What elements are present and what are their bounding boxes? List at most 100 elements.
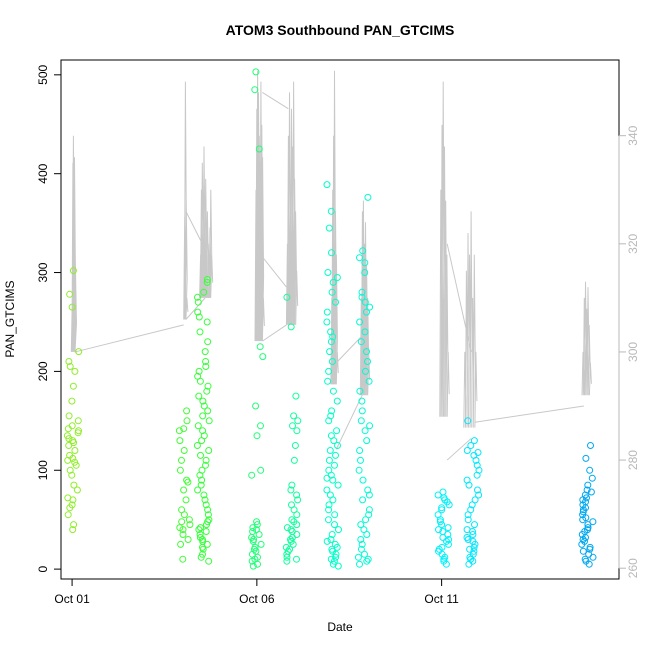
data-point xyxy=(323,181,331,189)
data-point xyxy=(204,382,212,390)
data-point xyxy=(200,432,208,440)
data-point xyxy=(365,506,373,514)
data-point xyxy=(357,456,364,464)
data-point xyxy=(194,486,202,494)
data-point xyxy=(323,537,331,545)
data-point xyxy=(362,367,369,375)
data-point xyxy=(331,521,338,529)
data-point xyxy=(359,247,367,255)
data-point xyxy=(70,521,78,529)
data-point xyxy=(327,555,335,563)
data-point xyxy=(464,417,472,425)
data-point xyxy=(356,560,363,568)
line-connector xyxy=(446,243,472,353)
data-point xyxy=(579,547,587,555)
data-point xyxy=(439,488,447,496)
y-tick-label: 200 xyxy=(36,361,50,381)
data-point xyxy=(198,476,206,484)
data-point xyxy=(293,491,301,499)
data-point xyxy=(294,496,302,504)
line-spike-burst xyxy=(183,81,189,320)
data-point xyxy=(292,392,300,400)
axis-layer: 0 100 200 300 400 500 260 280 300 320 340 Oct 01 Oct… xyxy=(36,64,640,606)
data-point xyxy=(579,506,587,514)
data-point xyxy=(195,313,203,321)
data-point xyxy=(579,511,587,519)
data-point xyxy=(197,481,205,489)
data-point xyxy=(474,486,481,494)
data-point xyxy=(75,427,82,435)
data-point xyxy=(194,298,202,306)
data-point xyxy=(463,476,471,484)
line-connector xyxy=(262,92,289,110)
data-point xyxy=(579,508,587,516)
data-point xyxy=(180,447,188,454)
data-point xyxy=(355,466,363,474)
data-point xyxy=(475,491,483,499)
data-point xyxy=(251,86,259,94)
data-point xyxy=(327,328,335,336)
data-point xyxy=(199,412,207,420)
data-point xyxy=(588,474,596,482)
data-point xyxy=(257,422,264,430)
y2-tick-label: 260 xyxy=(626,558,640,578)
data-point xyxy=(366,422,374,430)
data-point xyxy=(64,494,72,502)
data-point xyxy=(474,449,482,456)
line-connector xyxy=(74,324,184,353)
data-point xyxy=(198,466,206,474)
point-layer xyxy=(63,68,597,570)
data-point xyxy=(178,518,186,526)
data-point xyxy=(363,308,370,316)
data-point xyxy=(180,486,188,494)
x-tick-label: Oct 01 xyxy=(54,592,90,606)
data-point xyxy=(581,537,588,545)
data-point xyxy=(329,278,337,286)
data-point xyxy=(325,456,333,464)
data-point xyxy=(327,207,335,215)
data-point xyxy=(195,392,203,400)
data-point xyxy=(584,521,592,529)
data-point xyxy=(357,536,365,543)
data-point xyxy=(358,397,366,405)
data-point xyxy=(589,553,597,561)
data-point xyxy=(329,387,337,395)
data-point xyxy=(253,432,261,440)
data-point xyxy=(587,442,594,449)
line-connector xyxy=(446,438,472,461)
data-point xyxy=(327,412,335,420)
data-point xyxy=(205,516,213,524)
data-point xyxy=(463,534,471,541)
data-point xyxy=(439,528,447,535)
data-point xyxy=(364,555,372,563)
y2-tick-label: 280 xyxy=(626,450,640,470)
line-spike-burst xyxy=(254,70,265,342)
data-point xyxy=(358,407,366,415)
data-point xyxy=(333,274,341,281)
data-point xyxy=(360,526,368,534)
data-point xyxy=(255,145,263,153)
data-point xyxy=(75,348,83,356)
data-point xyxy=(334,481,342,489)
data-point xyxy=(473,461,481,469)
data-point xyxy=(331,461,338,469)
data-point xyxy=(361,269,369,276)
data-point xyxy=(73,486,81,494)
data-point xyxy=(185,516,193,524)
data-point xyxy=(324,377,332,385)
data-point xyxy=(179,531,187,538)
data-point xyxy=(253,518,261,526)
data-point xyxy=(68,422,76,430)
data-point xyxy=(252,526,260,534)
data-point xyxy=(327,338,335,346)
data-point xyxy=(354,553,362,561)
data-point xyxy=(252,402,260,410)
data-point xyxy=(589,518,597,526)
data-point xyxy=(68,303,76,311)
data-point xyxy=(364,486,372,494)
data-point xyxy=(288,528,296,535)
data-point xyxy=(194,293,201,301)
y-tick-label: 0 xyxy=(36,565,50,572)
data-point xyxy=(356,387,364,395)
line-spike-burst xyxy=(330,70,339,385)
